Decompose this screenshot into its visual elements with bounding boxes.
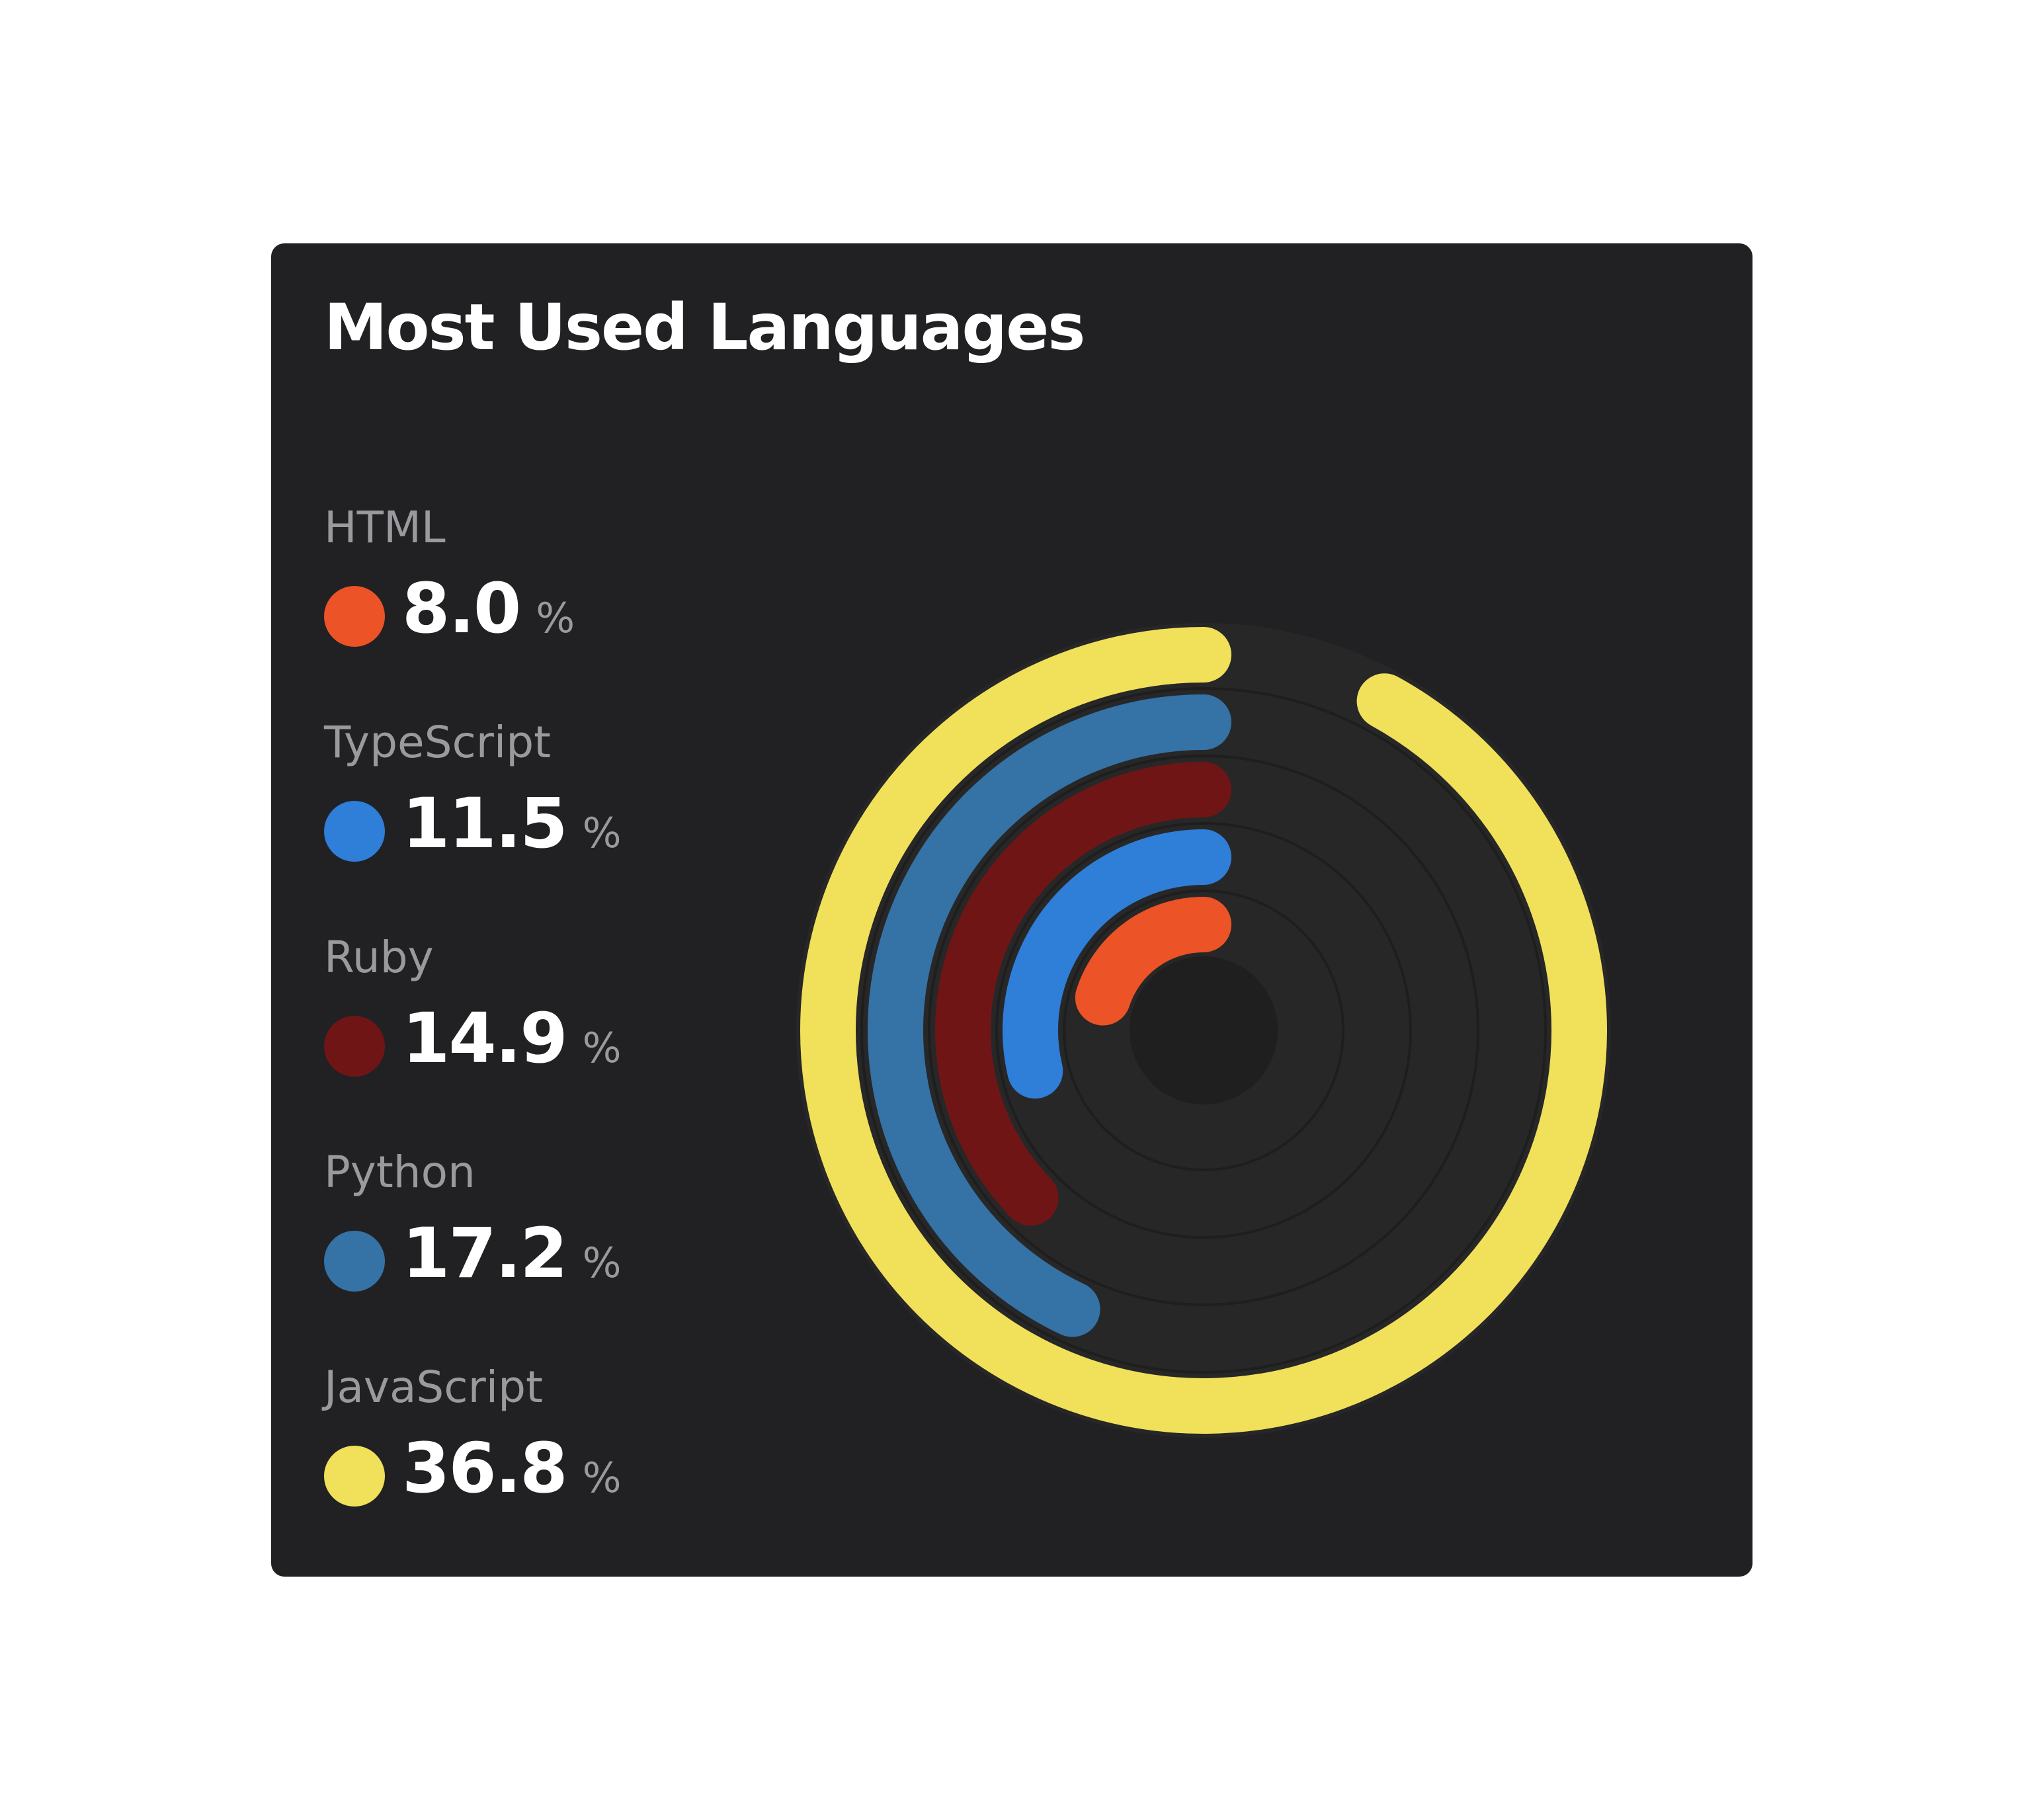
legend-item-typescript: TypeScript 11.5%: [324, 716, 787, 915]
legend-label: Python: [324, 1147, 475, 1198]
legend-swatch: [324, 586, 385, 647]
legend-item-ruby: Ruby 14.9%: [324, 931, 787, 1130]
legend-value: 14.9: [402, 998, 568, 1079]
chart-bars: [800, 627, 1607, 1434]
legend-value-row: 14.9%: [402, 997, 622, 1080]
bar-python: [868, 694, 1231, 1337]
legend-value-row: 36.8%: [402, 1427, 622, 1510]
legend-item-python: Python 17.2%: [324, 1146, 787, 1344]
legend-label: JavaScript: [324, 1362, 543, 1413]
bar-javascript: [800, 627, 1607, 1434]
legend-unit: %: [582, 1239, 622, 1287]
radial-bar-chart: [796, 623, 1611, 1438]
legend-value-row: 17.2%: [402, 1212, 622, 1295]
chart-center: [1130, 956, 1278, 1104]
legend-unit: %: [582, 1454, 622, 1502]
legend-swatch: [324, 1446, 385, 1507]
chart-legend: HTML 8.0% TypeScript 11.5% Ruby 14.9% Py…: [324, 501, 787, 1533]
grid-ring: [928, 755, 1479, 1306]
legend-value: 8.0: [402, 568, 521, 649]
bar-html: [1075, 897, 1231, 1026]
legend-value: 11.5: [402, 783, 568, 864]
legend-value: 36.8: [402, 1428, 568, 1509]
legend-unit: %: [536, 594, 575, 642]
grid-ring: [1063, 889, 1344, 1171]
bar-ruby: [935, 762, 1231, 1226]
legend-unit: %: [582, 809, 622, 857]
legend-value-row: 11.5%: [402, 782, 622, 865]
legend-item-html: HTML 8.0%: [324, 501, 787, 700]
legend-value: 17.2: [402, 1213, 568, 1294]
legend-swatch: [324, 1016, 385, 1077]
bar-typescript: [1003, 829, 1231, 1099]
legend-item-javascript: JavaScript 36.8%: [324, 1361, 787, 1559]
legend-value-row: 8.0%: [402, 567, 575, 650]
legend-label: TypeScript: [324, 717, 552, 768]
legend-label: HTML: [324, 502, 446, 553]
grid-ring: [860, 687, 1547, 1374]
card-title: Most Used Languages: [324, 290, 1085, 364]
legend-unit: %: [582, 1024, 622, 1072]
grid-ring: [995, 822, 1412, 1239]
legend-label: Ruby: [324, 932, 434, 983]
languages-card: Most Used Languages HTML 8.0% TypeScript…: [271, 243, 1753, 1577]
legend-swatch: [324, 801, 385, 862]
legend-swatch: [324, 1231, 385, 1292]
